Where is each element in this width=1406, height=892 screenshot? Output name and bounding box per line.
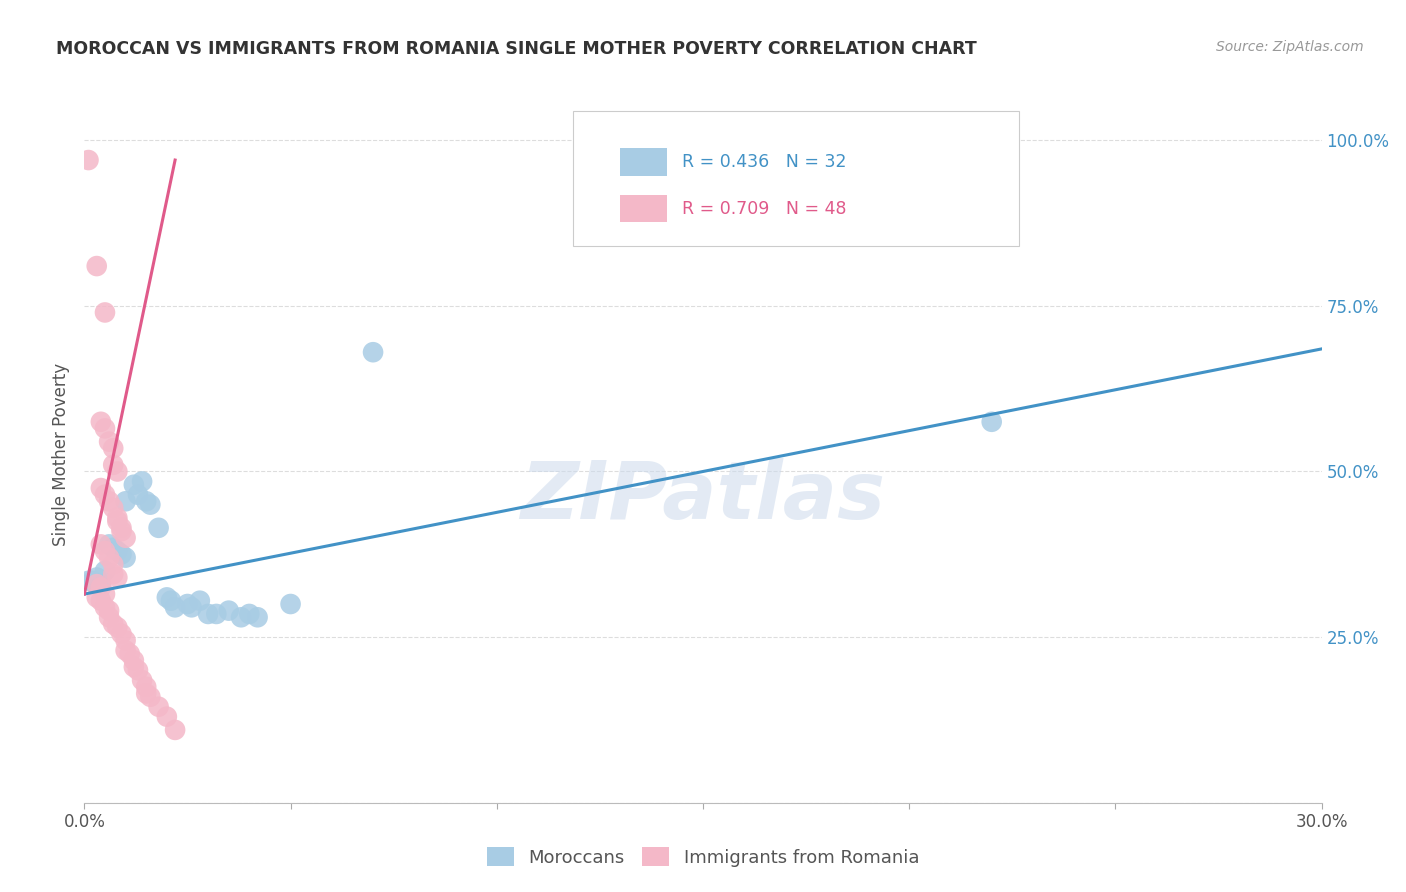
Text: ZIPatlas: ZIPatlas	[520, 458, 886, 536]
Text: Source: ZipAtlas.com: Source: ZipAtlas.com	[1216, 40, 1364, 54]
Point	[105, 570, 128, 584]
Point	[114, 643, 136, 657]
Point	[103, 616, 125, 631]
Point	[114, 633, 136, 648]
Point	[105, 544, 128, 558]
Point	[127, 488, 149, 502]
Point	[110, 521, 132, 535]
Point	[90, 593, 112, 607]
Point	[180, 600, 202, 615]
Point	[103, 558, 125, 572]
Point	[114, 531, 136, 545]
Point	[98, 610, 121, 624]
Point	[110, 547, 132, 561]
Point	[105, 514, 128, 528]
Point	[127, 663, 149, 677]
Point	[246, 610, 269, 624]
Point	[94, 587, 117, 601]
Point	[122, 660, 145, 674]
Point	[86, 577, 108, 591]
Point	[103, 541, 125, 555]
Point	[98, 434, 121, 449]
Point	[94, 421, 117, 435]
Point	[197, 607, 219, 621]
Point	[114, 550, 136, 565]
Point	[165, 723, 187, 737]
Point	[139, 498, 162, 512]
Point	[77, 574, 100, 588]
Text: R = 0.709   N = 48: R = 0.709 N = 48	[682, 200, 846, 218]
Point	[188, 593, 211, 607]
Point	[135, 680, 157, 694]
Point	[103, 500, 125, 515]
Point	[86, 259, 108, 273]
Point	[110, 524, 132, 538]
Point	[105, 620, 128, 634]
Point	[131, 475, 153, 489]
FancyBboxPatch shape	[620, 148, 666, 176]
Point	[139, 690, 162, 704]
Point	[229, 610, 252, 624]
Point	[105, 511, 128, 525]
Point	[90, 581, 112, 595]
Point	[98, 494, 121, 508]
Text: R = 0.436   N = 32: R = 0.436 N = 32	[682, 153, 846, 171]
Point	[90, 415, 112, 429]
Point	[361, 345, 384, 359]
Point	[94, 600, 117, 615]
Point	[94, 488, 117, 502]
Y-axis label: Single Mother Poverty: Single Mother Poverty	[52, 363, 70, 547]
Point	[148, 699, 170, 714]
Point	[98, 550, 121, 565]
Point	[103, 442, 125, 456]
Point	[103, 458, 125, 472]
Point	[114, 494, 136, 508]
Point	[82, 574, 104, 588]
Point	[280, 597, 302, 611]
Point	[238, 607, 260, 621]
Point	[98, 604, 121, 618]
Point	[94, 305, 117, 319]
Point	[156, 709, 179, 723]
Point	[86, 591, 108, 605]
Text: MOROCCAN VS IMMIGRANTS FROM ROMANIA SINGLE MOTHER POVERTY CORRELATION CHART: MOROCCAN VS IMMIGRANTS FROM ROMANIA SING…	[56, 40, 977, 58]
FancyBboxPatch shape	[574, 111, 1018, 246]
Point	[160, 593, 183, 607]
Point	[122, 653, 145, 667]
Point	[90, 481, 112, 495]
Point	[98, 537, 121, 551]
Point	[176, 597, 198, 611]
Point	[110, 627, 132, 641]
Point	[90, 537, 112, 551]
Point	[122, 477, 145, 491]
Point	[118, 647, 141, 661]
Point	[131, 673, 153, 688]
Point	[148, 521, 170, 535]
Point	[86, 570, 108, 584]
FancyBboxPatch shape	[620, 194, 666, 222]
Point	[103, 567, 125, 582]
Point	[94, 544, 117, 558]
Point	[218, 604, 240, 618]
Point	[135, 686, 157, 700]
Point	[135, 494, 157, 508]
Point	[90, 577, 112, 591]
Point	[980, 415, 1002, 429]
Point	[77, 153, 100, 167]
Point	[165, 600, 187, 615]
Point	[105, 465, 128, 479]
Point	[156, 591, 179, 605]
Point	[94, 564, 117, 578]
Point	[205, 607, 228, 621]
Legend: Moroccans, Immigrants from Romania: Moroccans, Immigrants from Romania	[479, 840, 927, 874]
